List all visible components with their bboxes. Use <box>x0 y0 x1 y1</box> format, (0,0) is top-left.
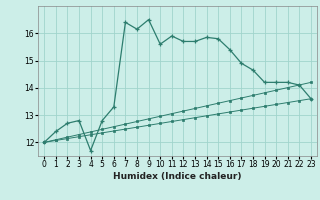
X-axis label: Humidex (Indice chaleur): Humidex (Indice chaleur) <box>113 172 242 181</box>
